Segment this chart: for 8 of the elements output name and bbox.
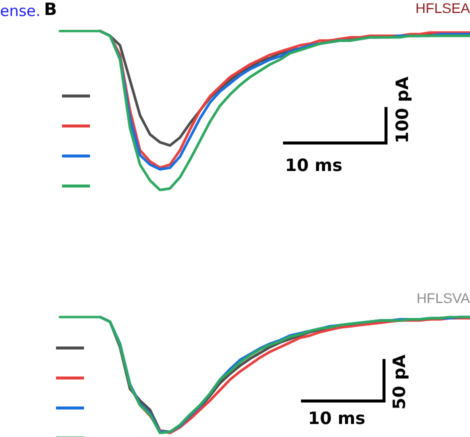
annotation: 10 ms [285, 156, 342, 176]
chart-title: HFLSVA [416, 290, 470, 306]
annotation: 100 pA [393, 76, 413, 144]
text: B [44, 0, 57, 20]
annotation: 50 pA [390, 354, 410, 410]
chart-title: HFLSEA [416, 0, 470, 16]
text: ense. [0, 2, 41, 20]
annotation: 10 ms [308, 409, 366, 429]
